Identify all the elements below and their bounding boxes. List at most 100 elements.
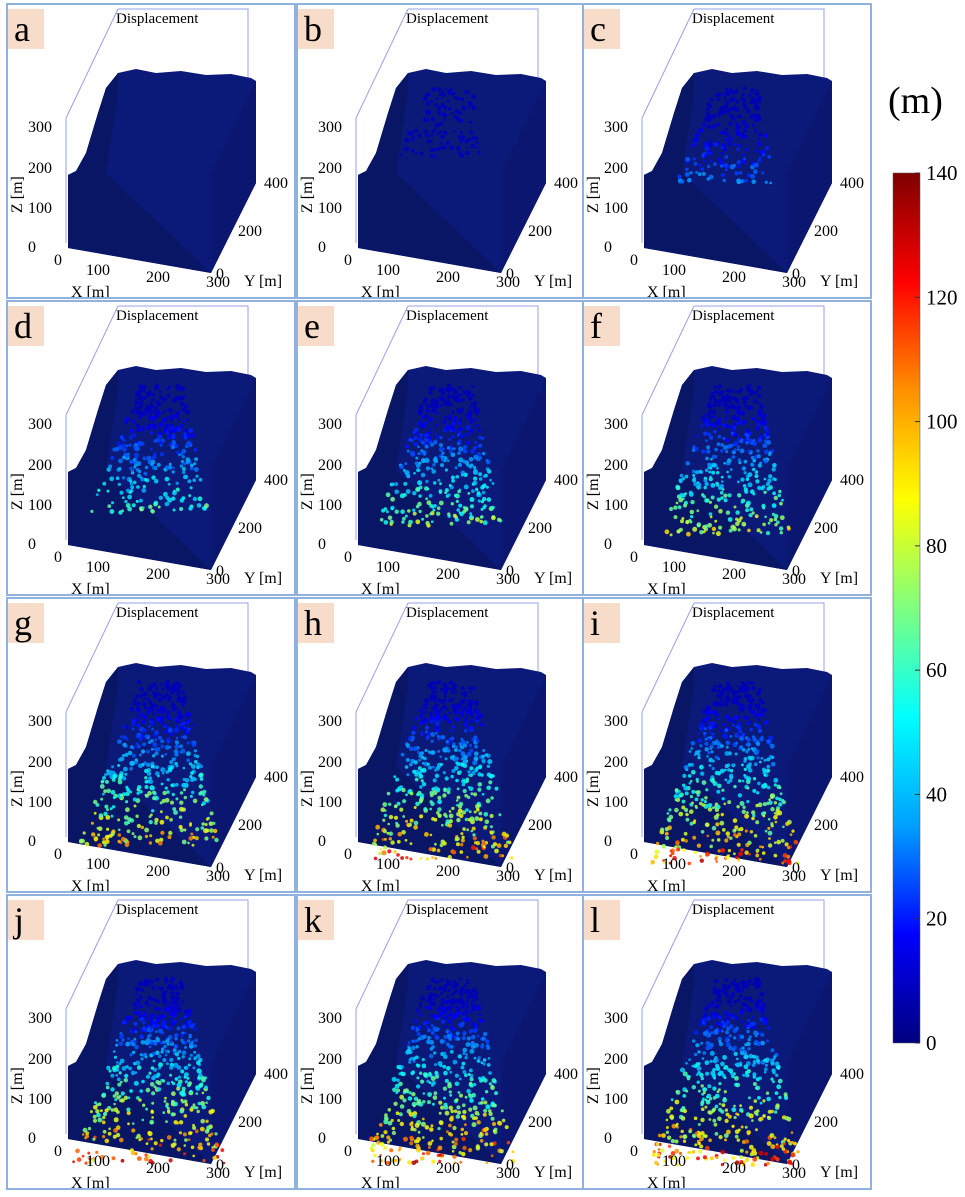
particle [156, 1072, 161, 1077]
particle [761, 851, 766, 855]
particle [164, 1049, 169, 1053]
particle [142, 701, 147, 707]
particle [173, 1101, 178, 1107]
x-axis-label: X [m] [361, 878, 400, 895]
particle [734, 1134, 739, 1139]
x-tick-label: 200 [436, 1160, 460, 1177]
particle [159, 1041, 163, 1045]
particle [432, 778, 437, 783]
particle [758, 156, 762, 160]
particle [736, 163, 741, 169]
particle [480, 773, 484, 777]
particle [651, 1152, 656, 1157]
particle [688, 781, 692, 785]
particle [775, 796, 779, 801]
particle [736, 147, 741, 152]
particle [148, 504, 153, 509]
particle [761, 1014, 765, 1018]
x-tick-label: 100 [86, 856, 110, 873]
particle [466, 520, 471, 525]
particle [723, 1158, 726, 1162]
particle [735, 855, 739, 859]
particle [474, 841, 478, 845]
particle [694, 797, 699, 802]
particle [453, 397, 459, 402]
particle [434, 403, 440, 409]
particle [746, 1041, 751, 1047]
particle [733, 852, 736, 856]
particle [488, 1082, 492, 1086]
particle [172, 1008, 178, 1014]
particle [774, 820, 778, 824]
particle [474, 707, 478, 711]
particle [148, 725, 151, 728]
particle [380, 807, 386, 812]
particle [452, 1154, 457, 1159]
particle [757, 137, 761, 140]
particle [707, 432, 712, 437]
x-tick-label: 0 [344, 846, 352, 863]
particle [174, 1045, 178, 1049]
particle [416, 1063, 421, 1068]
particle [150, 409, 154, 412]
particle [744, 1139, 750, 1144]
particle [743, 157, 746, 161]
particle [456, 433, 460, 437]
particle [166, 393, 171, 398]
x-tick-label: 100 [662, 262, 686, 279]
particle [680, 1116, 686, 1121]
particle-cloud [371, 679, 514, 861]
particle [442, 93, 446, 97]
particle [405, 856, 409, 860]
particle [773, 517, 778, 522]
particle [751, 511, 755, 515]
particle [709, 139, 713, 143]
particle [447, 106, 452, 111]
particle [773, 801, 778, 805]
particle [103, 1112, 107, 1115]
particle [173, 1004, 178, 1009]
particle [491, 835, 496, 840]
particle [454, 837, 459, 842]
particle [444, 1025, 447, 1029]
particle [734, 405, 739, 410]
particle [691, 469, 696, 474]
particle [460, 843, 464, 847]
particle [142, 1052, 148, 1058]
y-tick-label: 0 [216, 266, 224, 283]
y-tick-label: 200 [238, 520, 262, 537]
particle [473, 454, 479, 460]
particle [469, 1068, 473, 1073]
particle [737, 493, 742, 498]
particle [158, 431, 162, 435]
particle [713, 385, 717, 389]
particle [159, 683, 163, 687]
particle [184, 712, 190, 718]
particle [737, 448, 740, 451]
particle [378, 1123, 383, 1127]
particle [749, 1105, 753, 1110]
particle [171, 470, 175, 474]
particle [431, 707, 435, 711]
panel-tag-label: d [14, 306, 32, 346]
particle [781, 1147, 785, 1151]
particle [450, 475, 455, 480]
particle [753, 169, 758, 175]
terrain-side-face [211, 972, 256, 1164]
particle [681, 517, 685, 520]
particle [463, 484, 469, 490]
particle [478, 817, 483, 822]
particle [117, 779, 123, 785]
particle [731, 1107, 737, 1113]
particle [725, 681, 731, 686]
particle [456, 508, 460, 512]
particle [176, 1065, 182, 1070]
particle [470, 1113, 475, 1119]
particle [415, 1143, 420, 1149]
particle [754, 750, 759, 756]
particle [759, 1005, 762, 1008]
particle [721, 398, 725, 402]
particle [747, 694, 751, 698]
particle [768, 474, 773, 479]
particle [739, 1107, 744, 1113]
